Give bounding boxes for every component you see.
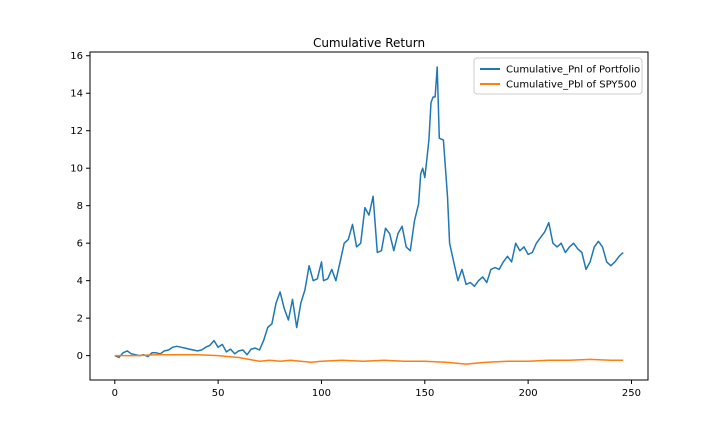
- legend-box: [473, 57, 643, 95]
- x-tick-label: 50: [212, 388, 225, 399]
- x-tick-label: 200: [519, 388, 538, 399]
- legend-label-portfolio: Cumulative_Pnl of Portfolio: [506, 65, 640, 76]
- y-tick-label: 12: [70, 126, 83, 137]
- y-tick-label: 14: [70, 89, 83, 100]
- plot-frame: [89, 51, 649, 381]
- y-tick-label: 4: [77, 276, 83, 287]
- y-tick-label: 8: [77, 201, 83, 212]
- y-tick-label: 6: [77, 239, 83, 250]
- series-line-portfolio: [114, 66, 624, 359]
- series-lines: [114, 66, 624, 365]
- x-tick-label: 0: [112, 388, 118, 399]
- legend: Cumulative_Pnl of Portfolio Cumulative_P…: [473, 57, 643, 95]
- x-tick-label: 250: [622, 388, 641, 399]
- y-tick-label: 10: [70, 164, 83, 175]
- y-tick-label: 16: [70, 51, 83, 62]
- y-tick-label: 0: [77, 351, 83, 362]
- x-tick-label: 150: [415, 388, 434, 399]
- chart-title: Cumulative Return: [313, 36, 425, 50]
- series-line-spy500: [114, 353, 624, 365]
- legend-label-spy500: Cumulative_Pbl of SPY500: [506, 80, 637, 91]
- axis-ticks: 0 50 100 150 200 250 0 2 4 6 8 10 12 14 16: [70, 51, 641, 399]
- x-tick-label: 100: [312, 388, 331, 399]
- y-tick-label: 2: [77, 314, 83, 325]
